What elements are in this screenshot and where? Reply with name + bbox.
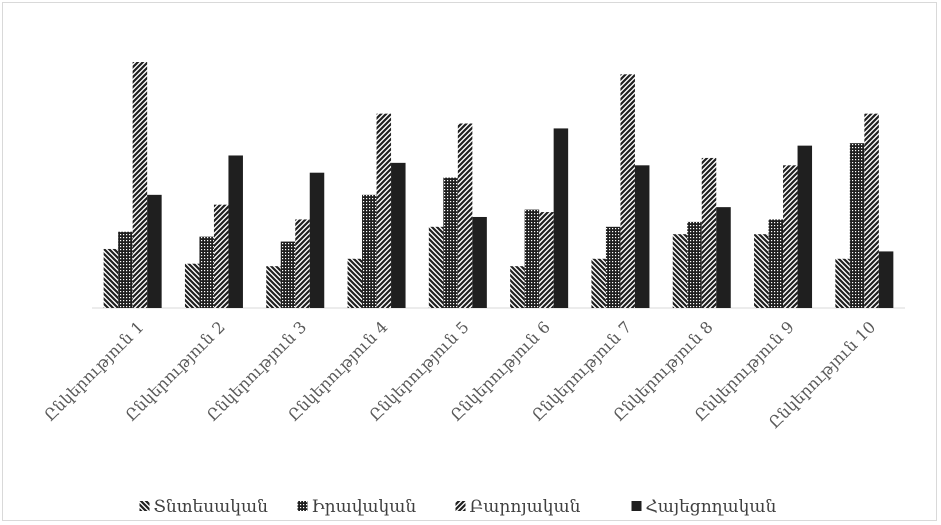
bar-solid-3 [309, 172, 325, 308]
bar-dots-8 [687, 221, 702, 308]
bar-diag-down-9 [754, 234, 769, 308]
bar-dots-2 [199, 236, 214, 308]
bar-diag-down-6 [510, 266, 525, 308]
bar-diag-down-2 [184, 263, 200, 308]
bar-diag-up-8 [701, 157, 717, 308]
bar-diag-down-5 [428, 226, 444, 308]
bar-solid-9 [797, 145, 813, 308]
bar-diag-up-7 [620, 74, 635, 308]
bar-solid-1 [147, 194, 162, 308]
legend-swatch-diag-down [139, 501, 150, 511]
bar-solid-6 [553, 128, 569, 308]
bar-dots-10 [849, 143, 865, 308]
bar-diag-up-4 [376, 113, 392, 308]
bar-dots-9 [768, 219, 784, 308]
bar-diag-up-3 [295, 219, 310, 308]
bar-diag-down-4 [347, 258, 363, 308]
legend-swatch-diag-up [455, 501, 466, 511]
legend-label: Տնտեսական [154, 497, 269, 517]
bar-diag-up-9 [783, 165, 798, 308]
bar-diag-up-10 [864, 113, 879, 308]
bar-solid-10 [878, 251, 894, 308]
bar-dots-1 [118, 231, 133, 308]
bar-solid-4 [391, 162, 406, 308]
legend-label: Հայեցողական [646, 497, 777, 517]
bar-diag-up-6 [539, 212, 554, 308]
bar-dots-7 [605, 226, 621, 308]
bar-diag-up-5 [457, 123, 473, 308]
legend-swatch-dots [297, 501, 308, 511]
bar-solid-2 [228, 155, 243, 308]
bar-diag-down-10 [835, 258, 850, 308]
bar-diag-down-1 [103, 248, 119, 308]
bar-diag-up-1 [132, 62, 148, 308]
bar-diag-down-8 [672, 234, 688, 308]
bar-solid-7 [634, 165, 650, 308]
bar-diag-up-2 [213, 204, 229, 308]
legend: Տնտեսական Իրավական Բարոյական Հայեցողական [139, 497, 777, 517]
bar-dots-6 [524, 209, 540, 308]
bar-solid-5 [472, 216, 487, 308]
bar-diag-down-3 [266, 266, 281, 308]
legend-label: Իրավական [312, 497, 417, 517]
bar-solid-8 [716, 207, 731, 308]
bar-dots-5 [443, 177, 458, 308]
bars-group [103, 62, 894, 308]
bar-dots-4 [362, 194, 377, 308]
legend-swatch-solid [631, 501, 642, 511]
legend-label: Բարոյական [470, 497, 581, 517]
bar-dots-3 [280, 241, 296, 308]
bar-diag-down-7 [591, 258, 606, 308]
